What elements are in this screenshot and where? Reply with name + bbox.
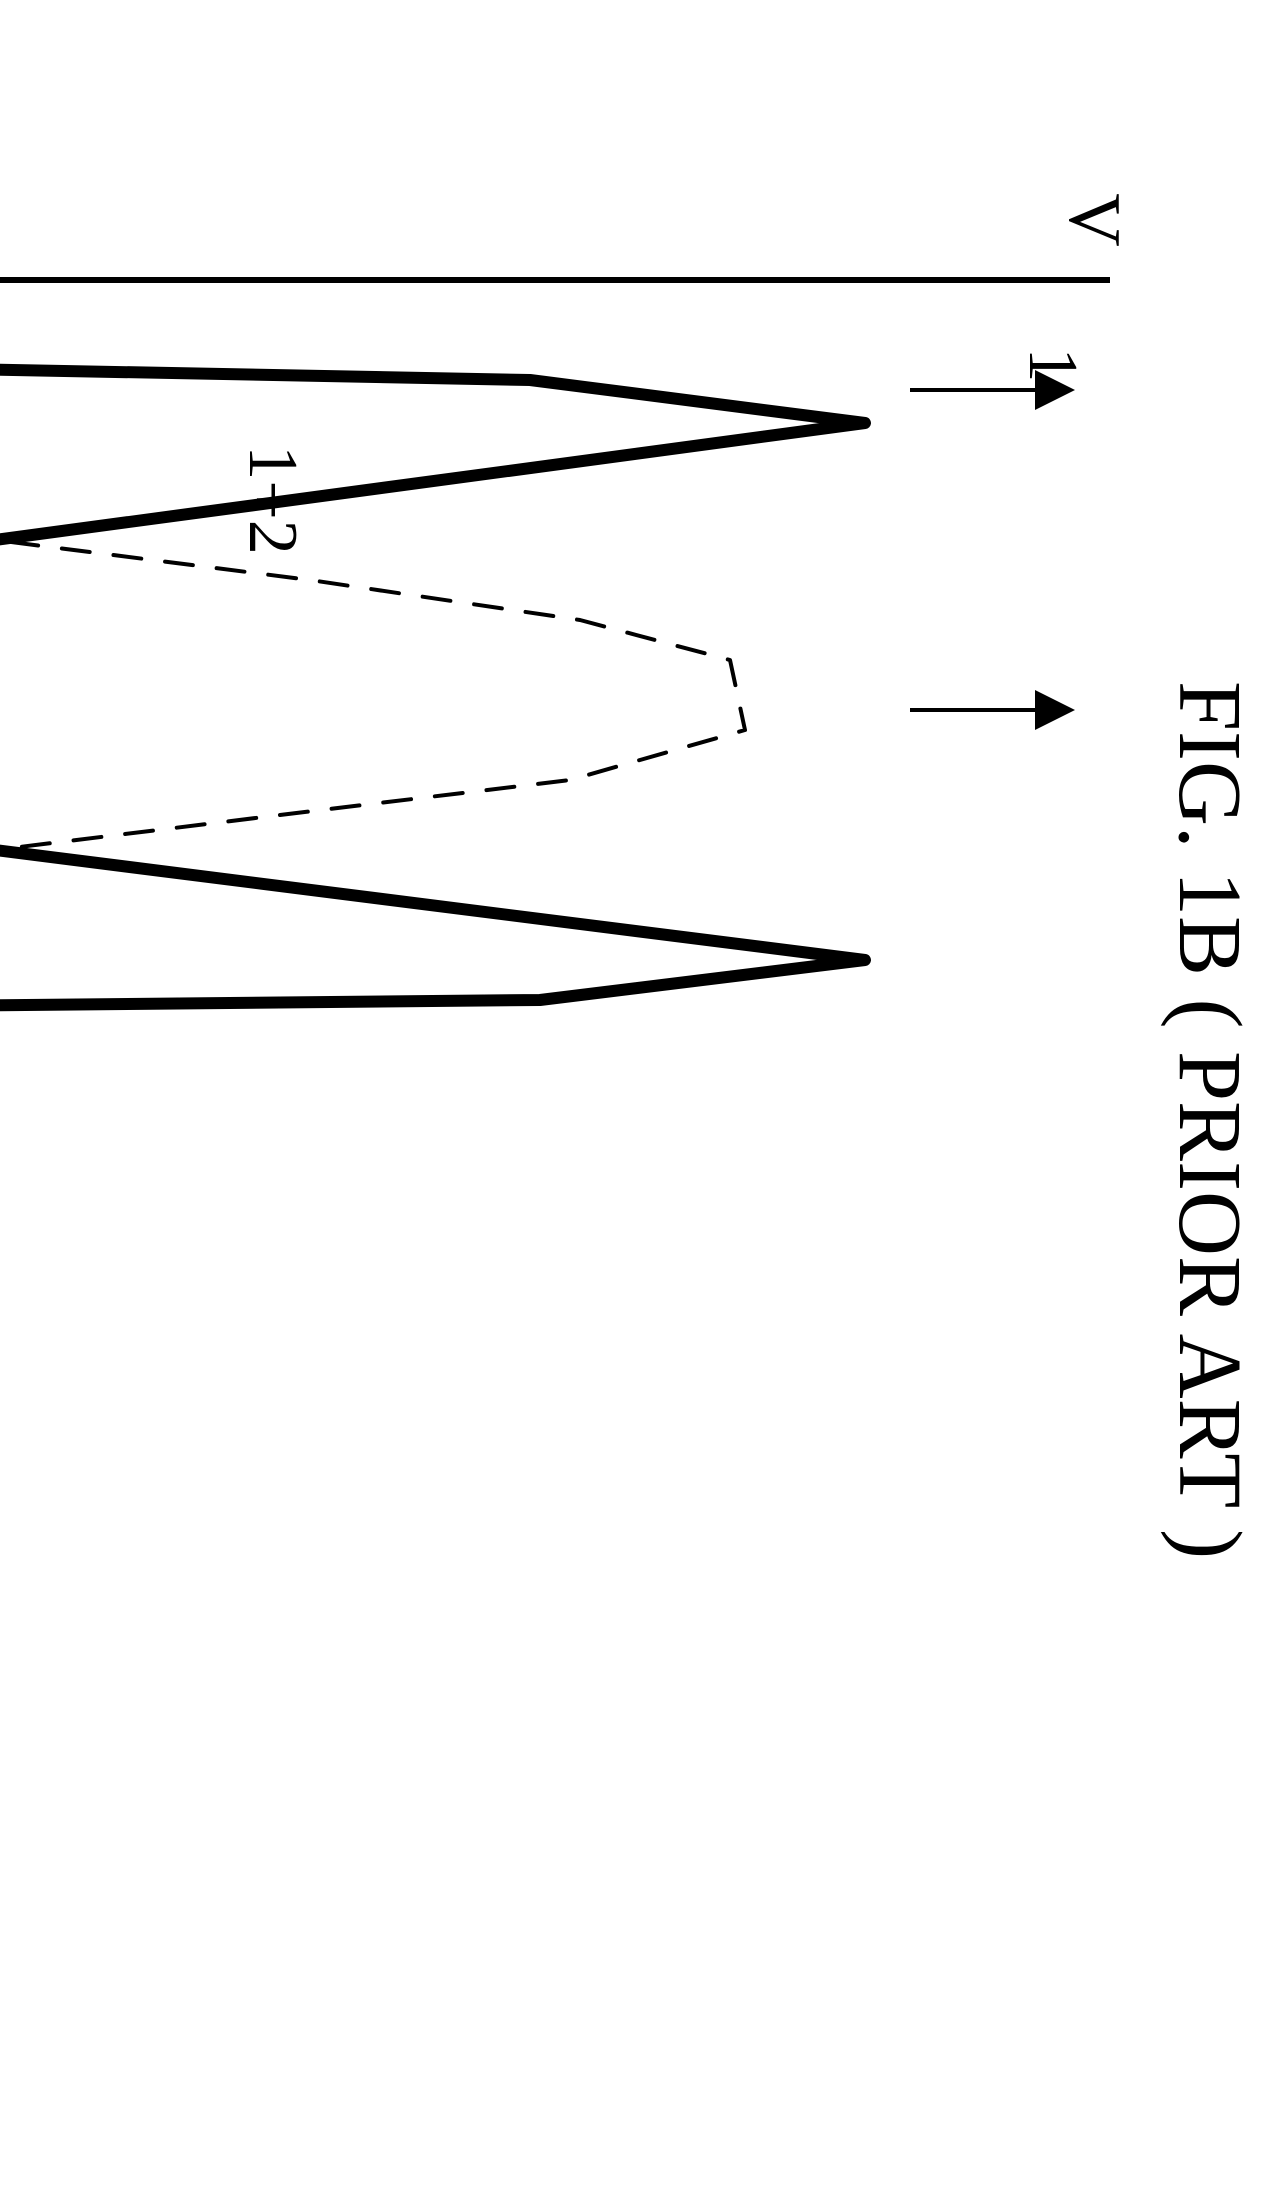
figure-svg: VI11+21+2+3 FIG. 1B ( PRIOR ART )	[0, 0, 1284, 2199]
plot-area: VI11+21+2+3	[0, 193, 1135, 1127]
solid-voltage-curve	[0, 285, 865, 1102]
curve-label-1: 1	[1014, 348, 1091, 383]
figure-container: VI11+21+2+3 FIG. 1B ( PRIOR ART )	[0, 0, 1284, 2199]
dashed-envelope-curve	[0, 290, 745, 1100]
y-axis-label: V	[1053, 193, 1135, 246]
curve-label-2: 1+2	[234, 445, 311, 554]
figure-caption: FIG. 1B ( PRIOR ART )	[1160, 681, 1259, 1559]
